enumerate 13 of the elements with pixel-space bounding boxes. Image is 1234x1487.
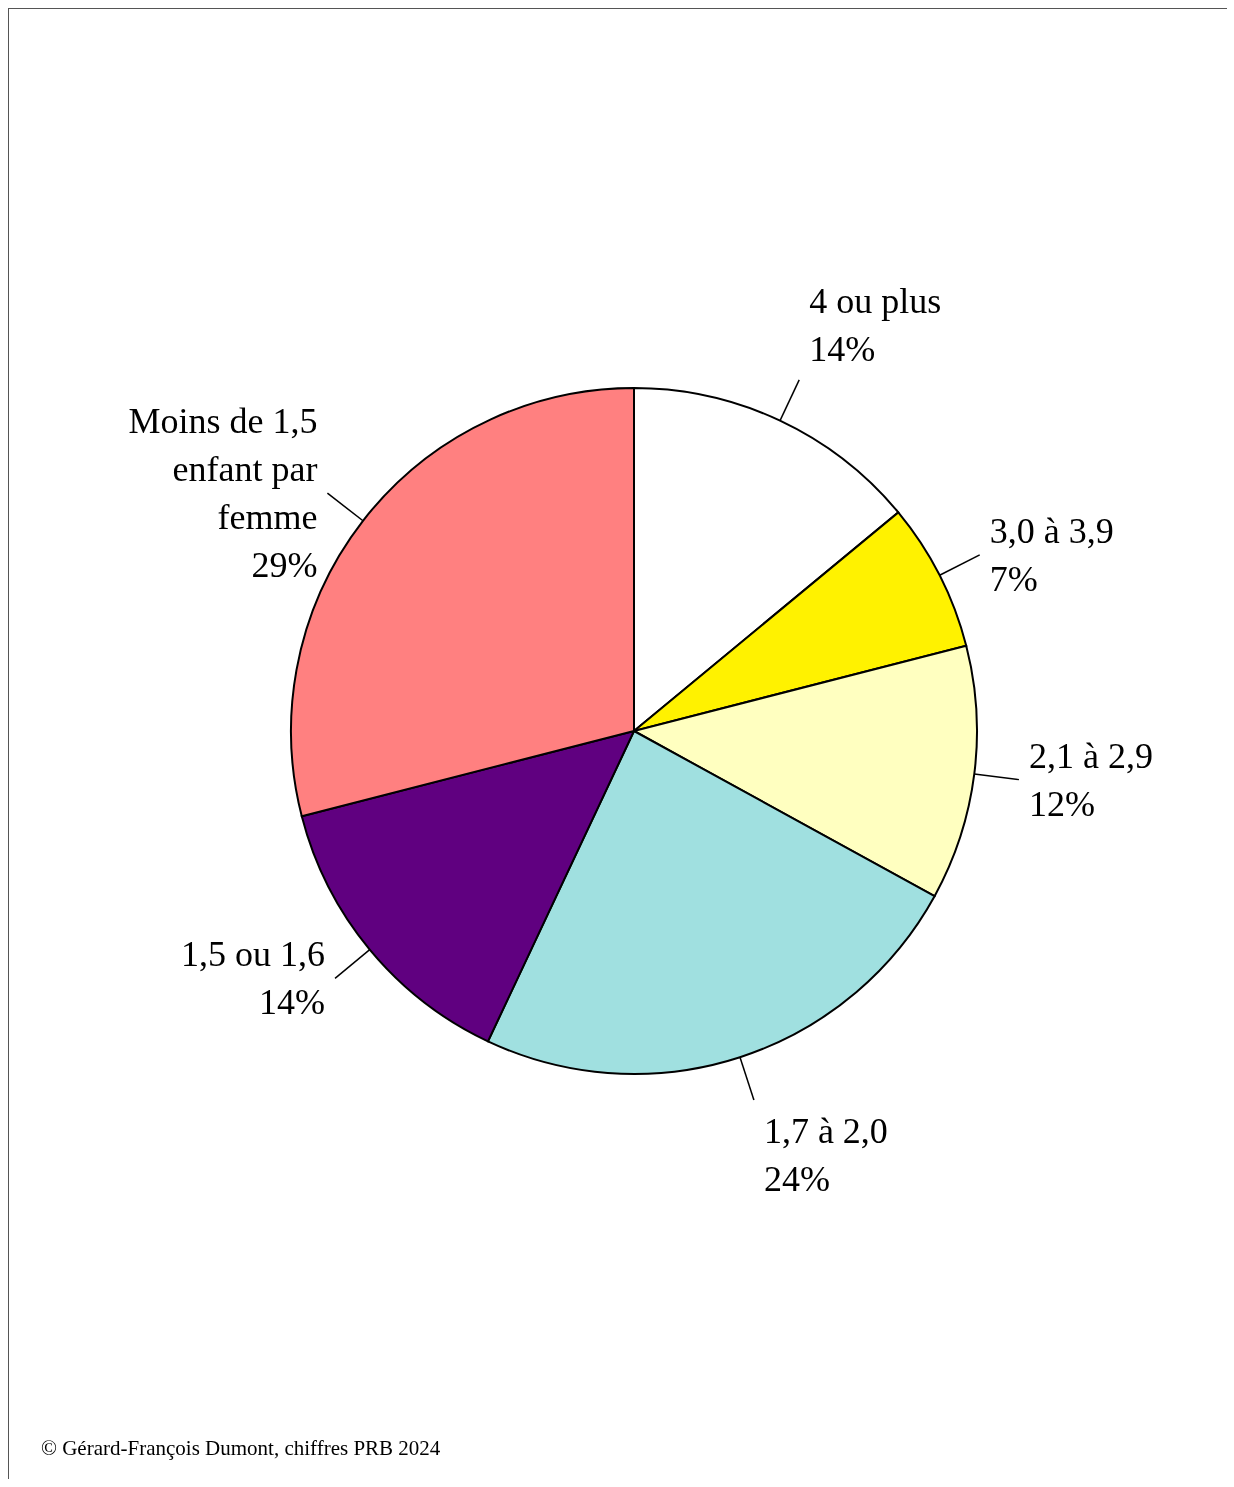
slice-label: 2,1 à 2,9: [1028, 735, 1153, 776]
data-label: 14%: [809, 328, 876, 369]
data-label: 12%: [1028, 783, 1095, 824]
slice-label: 1,7 à 2,0: [763, 1111, 888, 1152]
slice-label: 1,5 ou 1,6: [181, 934, 326, 975]
text: © Gérard-François Dumont, chiffres PRB 2024: [41, 1436, 441, 1461]
slice-label: Moins de 1,5 enfant par femme: [128, 401, 318, 538]
data-label: 7%: [989, 558, 1038, 599]
slice-label: 3,0 à 3,9: [989, 510, 1114, 551]
data-label: 14%: [259, 982, 326, 1023]
data-label: 29%: [251, 545, 318, 586]
slice-label: 4 ou plus: [809, 280, 942, 321]
data-label: 24%: [763, 1159, 830, 1200]
